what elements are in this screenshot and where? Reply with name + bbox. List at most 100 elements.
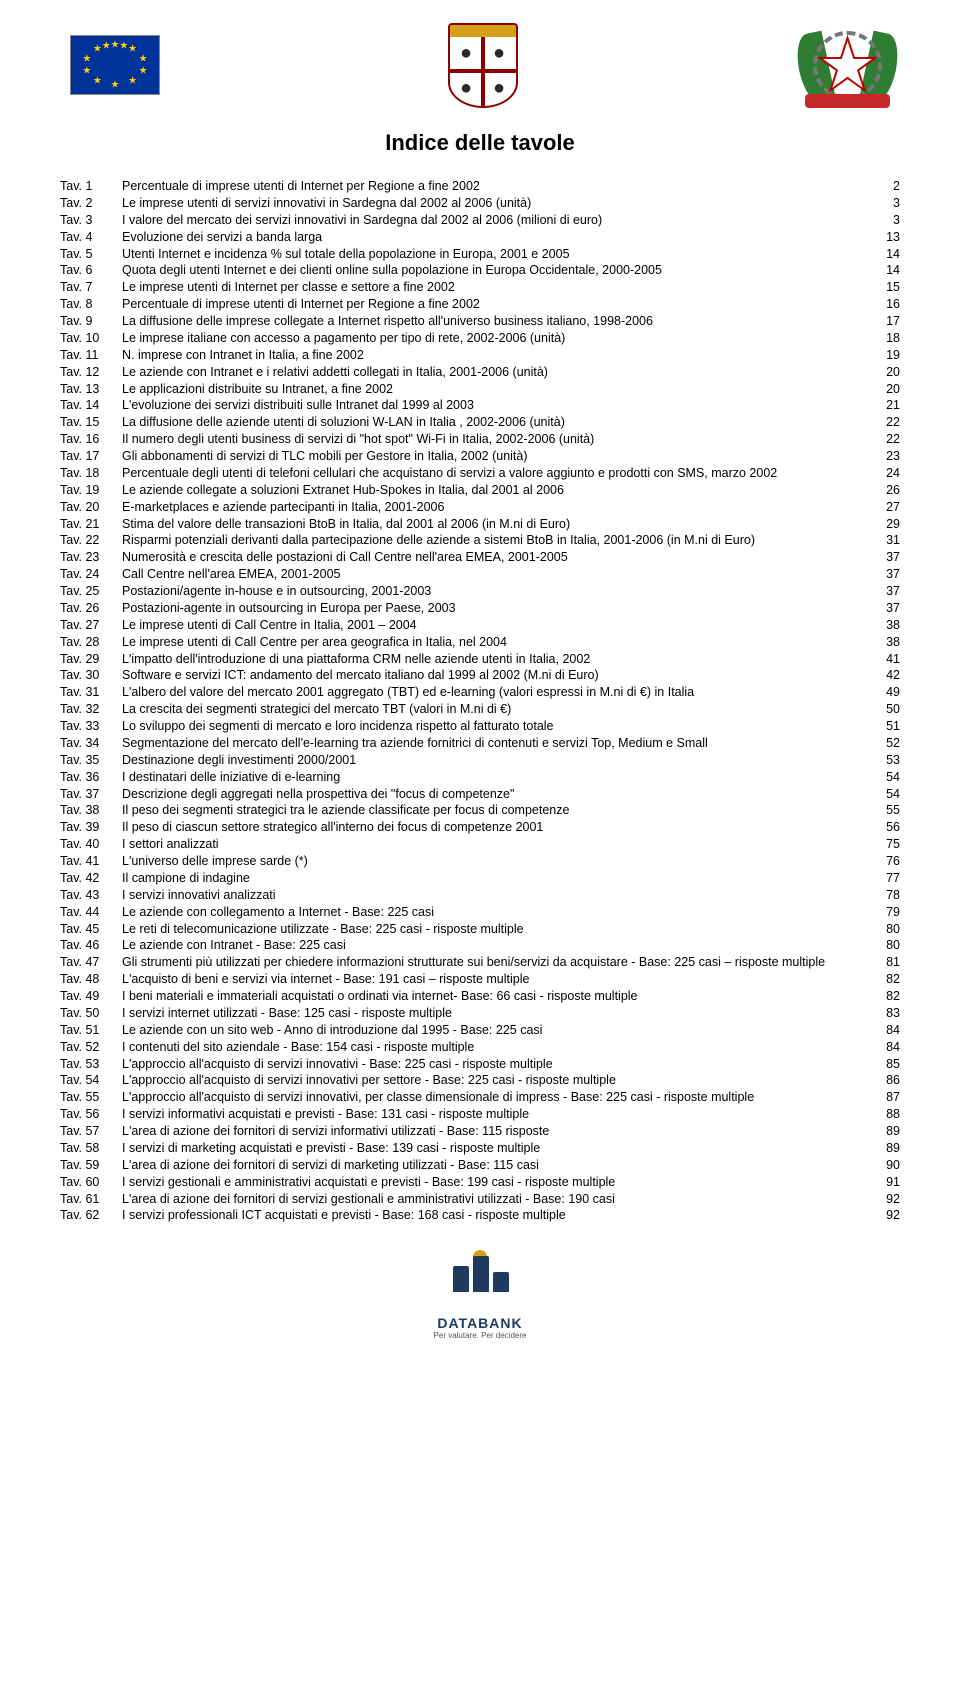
toc-entry-label: Tav. 60 (60, 1174, 122, 1191)
footer-tagline: Per valutare. Per decidere (60, 1331, 900, 1340)
toc-entry-label: Tav. 14 (60, 397, 122, 414)
toc-entry-page: 78 (874, 887, 900, 904)
toc-entry-page: 15 (874, 279, 900, 296)
toc-entry-description: L'acquisto di beni e servizi via interne… (122, 971, 874, 988)
toc-row: Tav. 36I destinatari delle iniziative di… (60, 769, 900, 786)
toc-entry-page: 23 (874, 448, 900, 465)
toc-entry-description: Software e servizi ICT: andamento del me… (122, 667, 874, 684)
toc-entry-label: Tav. 55 (60, 1089, 122, 1106)
toc-entry-page: 82 (874, 988, 900, 1005)
toc-entry-page: 13 (874, 229, 900, 246)
toc-entry-page: 51 (874, 718, 900, 735)
toc-entry-description: Numerosità e crescita delle postazioni d… (122, 549, 874, 566)
toc-entry-page: 38 (874, 634, 900, 651)
toc-row: Tav. 4Evoluzione dei servizi a banda lar… (60, 229, 900, 246)
toc-entry-label: Tav. 3 (60, 212, 122, 229)
toc-entry-description: Il campione di indagine (122, 870, 874, 887)
toc-entry-label: Tav. 43 (60, 887, 122, 904)
toc-entry-label: Tav. 45 (60, 921, 122, 938)
toc-entry-page: 24 (874, 465, 900, 482)
toc-entry-page: 54 (874, 769, 900, 786)
toc-entry-description: L'area di azione dei fornitori di serviz… (122, 1191, 874, 1208)
toc-entry-page: 92 (874, 1191, 900, 1208)
toc-row: Tav. 53L'approccio all'acquisto di servi… (60, 1056, 900, 1073)
toc-entry-page: 77 (874, 870, 900, 887)
toc-row: Tav. 28Le imprese utenti di Call Centre … (60, 634, 900, 651)
toc-row: Tav. 59L'area di azione dei fornitori di… (60, 1157, 900, 1174)
toc-row: Tav. 24Call Centre nell'area EMEA, 2001-… (60, 566, 900, 583)
toc-entry-label: Tav. 8 (60, 296, 122, 313)
toc-entry-page: 17 (874, 313, 900, 330)
toc-entry-page: 80 (874, 937, 900, 954)
toc-entry-label: Tav. 51 (60, 1022, 122, 1039)
toc-entry-description: Lo sviluppo dei segmenti di mercato e lo… (122, 718, 874, 735)
databank-logo-icon (435, 1250, 525, 1310)
toc-row: Tav. 61L'area di azione dei fornitori di… (60, 1191, 900, 1208)
toc-entry-description: E-marketplaces e aziende partecipanti in… (122, 499, 874, 516)
toc-entry-page: 84 (874, 1039, 900, 1056)
toc-entry-description: I servizi internet utilizzati - Base: 12… (122, 1005, 874, 1022)
toc-entry-page: 85 (874, 1056, 900, 1073)
toc-entry-description: Le aziende con Intranet - Base: 225 casi (122, 937, 874, 954)
toc-row: Tav. 31L'albero del valore del mercato 2… (60, 684, 900, 701)
toc-entry-page: 27 (874, 499, 900, 516)
toc-row: Tav. 51Le aziende con un sito web - Anno… (60, 1022, 900, 1039)
toc-entry-description: Quota degli utenti Internet e dei client… (122, 262, 874, 279)
toc-entry-page: 54 (874, 786, 900, 803)
toc-row: Tav. 40I settori analizzati75 (60, 836, 900, 853)
toc-entry-description: Le aziende con Intranet e i relativi add… (122, 364, 874, 381)
toc-entry-page: 20 (874, 381, 900, 398)
toc-row: Tav. 10Le imprese italiane con accesso a… (60, 330, 900, 347)
toc-entry-page: 53 (874, 752, 900, 769)
toc-entry-page: 37 (874, 549, 900, 566)
eu-flag-icon: ★ ★ ★ ★ ★ ★ ★ ★ ★ ★ ★ ★ (70, 35, 160, 95)
toc-entry-page: 82 (874, 971, 900, 988)
toc-entry-description: La crescita dei segmenti strategici del … (122, 701, 874, 718)
toc-row: Tav. 38Il peso dei segmenti strategici t… (60, 802, 900, 819)
eu-flag-emblem: ★ ★ ★ ★ ★ ★ ★ ★ ★ ★ ★ ★ (70, 35, 160, 95)
toc-row: Tav. 26Postazioni-agente in outsourcing … (60, 600, 900, 617)
toc-entry-label: Tav. 31 (60, 684, 122, 701)
footer-logo: DATABANK Per valutare. Per decidere (60, 1250, 900, 1340)
toc-entry-page: 20 (874, 364, 900, 381)
toc-entry-label: Tav. 59 (60, 1157, 122, 1174)
toc-entry-page: 86 (874, 1072, 900, 1089)
toc-entry-page: 26 (874, 482, 900, 499)
toc-row: Tav. 34Segmentazione del mercato dell'e-… (60, 735, 900, 752)
toc-row: Tav. 47Gli strumenti più utilizzati per … (60, 954, 900, 971)
toc-entry-page: 81 (874, 954, 900, 971)
toc-entry-description: La diffusione delle imprese collegate a … (122, 313, 874, 330)
toc-entry-label: Tav. 62 (60, 1207, 122, 1224)
toc-entry-description: I servizi professionali ICT acquistati e… (122, 1207, 874, 1224)
toc-entry-label: Tav. 11 (60, 347, 122, 364)
toc-row: Tav. 19Le aziende collegate a soluzioni … (60, 482, 900, 499)
toc-entry-label: Tav. 32 (60, 701, 122, 718)
toc-entry-description: Gli strumenti più utilizzati per chieder… (122, 954, 874, 971)
toc-entry-description: Utenti Internet e incidenza % sul totale… (122, 246, 874, 263)
toc-entry-page: 84 (874, 1022, 900, 1039)
toc-entry-label: Tav. 30 (60, 667, 122, 684)
toc-row: Tav. 54L'approccio all'acquisto di servi… (60, 1072, 900, 1089)
toc-row: Tav. 27Le imprese utenti di Call Centre … (60, 617, 900, 634)
toc-row: Tav. 3I valore del mercato dei servizi i… (60, 212, 900, 229)
toc-entry-label: Tav. 13 (60, 381, 122, 398)
toc-entry-description: Destinazione degli investimenti 2000/200… (122, 752, 874, 769)
toc-entry-page: 75 (874, 836, 900, 853)
toc-entry-description: I servizi gestionali e amministrativi ac… (122, 1174, 874, 1191)
toc-entry-label: Tav. 19 (60, 482, 122, 499)
toc-entry-description: I contenuti del sito aziendale - Base: 1… (122, 1039, 874, 1056)
toc-entry-description: Le imprese italiane con accesso a pagame… (122, 330, 874, 347)
toc-entry-description: Percentuale degli utenti di telefoni cel… (122, 465, 874, 482)
toc-entry-page: 83 (874, 1005, 900, 1022)
toc-entry-page: 52 (874, 735, 900, 752)
toc-entry-page: 31 (874, 532, 900, 549)
toc-entry-label: Tav. 33 (60, 718, 122, 735)
toc-row: Tav. 44Le aziende con collegamento a Int… (60, 904, 900, 921)
toc-entry-description: Il numero degli utenti business di servi… (122, 431, 874, 448)
toc-row: Tav. 15La diffusione delle aziende utent… (60, 414, 900, 431)
toc-entry-description: Evoluzione dei servizi a banda larga (122, 229, 874, 246)
toc-entry-page: 49 (874, 684, 900, 701)
toc-row: Tav. 7Le imprese utenti di Internet per … (60, 279, 900, 296)
toc-entry-description: Percentuale di imprese utenti di Interne… (122, 296, 874, 313)
toc-entry-description: Le aziende con collegamento a Internet -… (122, 904, 874, 921)
